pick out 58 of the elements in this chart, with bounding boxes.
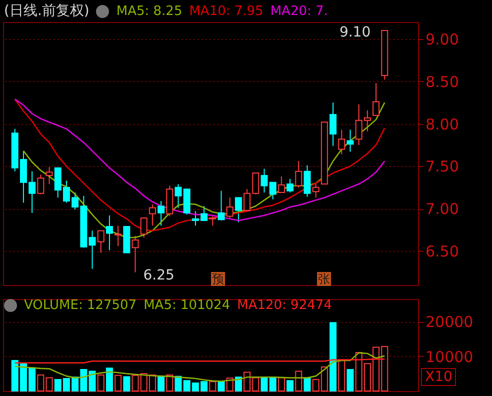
y-tick-label: 10000 <box>426 348 474 366</box>
candlestick <box>88 230 96 270</box>
candlestick <box>260 168 268 194</box>
candlestick <box>209 216 216 226</box>
candlestick <box>286 178 294 194</box>
candlestick <box>234 197 242 223</box>
candlestick <box>338 129 346 155</box>
candlestick <box>312 184 320 198</box>
candlestick <box>330 102 337 146</box>
candlestick <box>295 160 302 188</box>
candlestick <box>140 217 148 238</box>
y-tick-label: 7.50 <box>426 158 459 176</box>
annotation: 预 <box>211 272 225 286</box>
annotation: 张 <box>317 272 331 286</box>
y-tick-label: 6.50 <box>426 242 459 261</box>
bar <box>106 368 113 392</box>
bar <box>269 376 276 392</box>
candlestick <box>346 129 354 152</box>
bar <box>234 376 242 392</box>
candlestick <box>269 182 276 200</box>
candlestick <box>132 235 139 273</box>
candlestick <box>372 82 380 116</box>
line-series <box>14 352 386 382</box>
candlestick <box>46 166 53 185</box>
annotation: 6.25 <box>143 267 174 284</box>
text: MA5: 8.25 <box>116 4 182 18</box>
bar <box>88 370 96 392</box>
candlestick <box>37 174 44 195</box>
candlestick <box>226 197 234 218</box>
bar <box>260 376 268 392</box>
bar <box>346 368 354 392</box>
bar <box>123 376 130 392</box>
candlestick <box>114 225 122 246</box>
y-tick-label: 8.50 <box>426 72 459 91</box>
candlestick <box>158 200 165 226</box>
text: MA120: 92474 <box>237 298 332 313</box>
bar <box>286 380 294 392</box>
y-tick-label: 20000 <box>426 313 474 332</box>
bar <box>330 322 337 392</box>
text: MA10: 7.95 <box>189 4 264 18</box>
chart-title: (日线.前复权) <box>4 2 90 20</box>
y-tick-label: 7.00 <box>426 200 459 218</box>
bar <box>158 376 165 392</box>
annotation: 9.10 <box>339 24 371 40</box>
y-tick-label: 9.00 <box>426 30 459 48</box>
bar <box>218 380 225 392</box>
text: X10 <box>421 368 456 386</box>
y-tick-label: 8.00 <box>426 115 459 134</box>
candlestick <box>278 176 285 194</box>
annotation: VOLUME: 127507 <box>24 298 137 313</box>
candlestick <box>97 230 104 254</box>
candlestick <box>304 164 311 198</box>
candlestick <box>148 204 156 226</box>
candlestick <box>218 190 225 222</box>
text: MA5: 101024 <box>144 298 230 313</box>
text: MA20: 7. <box>270 4 328 18</box>
bar <box>304 377 311 392</box>
candlestick <box>106 214 113 251</box>
